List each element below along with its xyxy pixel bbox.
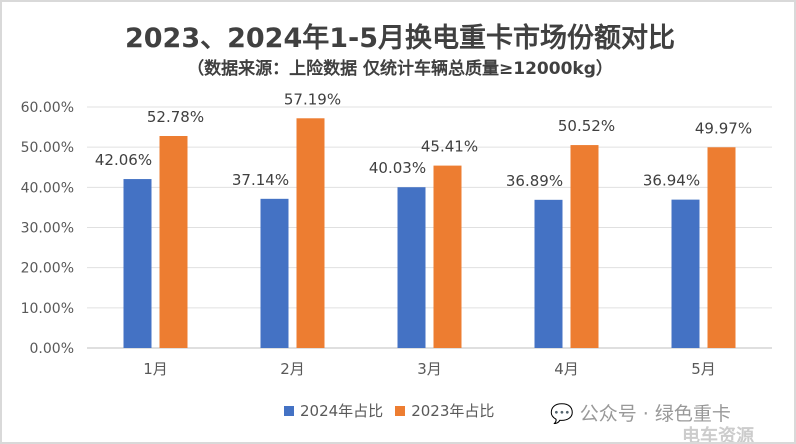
legend-swatch-2024 xyxy=(284,405,294,416)
y-tick-label: 30.00% xyxy=(21,221,74,237)
chart-subtitle: （数据来源：上险数据 仅统计车辆总质量≥12000kg） xyxy=(187,59,613,79)
bar-2023 xyxy=(433,165,462,348)
watermark-2: 电车资源 xyxy=(682,426,754,444)
x-tick-label: 4月 xyxy=(554,360,579,378)
data-label: 45.41% xyxy=(421,138,478,156)
bar-2023 xyxy=(159,136,188,348)
data-label: 42.06% xyxy=(95,151,152,169)
bar-2023 xyxy=(570,145,599,348)
data-label: 49.97% xyxy=(695,119,752,137)
legend-swatch-2023 xyxy=(395,405,406,416)
bar-2023 xyxy=(707,147,736,348)
bar-2023 xyxy=(296,118,325,348)
bar-2024 xyxy=(397,187,426,348)
y-tick-label: 40.00% xyxy=(21,180,74,196)
data-label: 36.94% xyxy=(643,172,700,190)
legend-label-2023: 2023年占比 xyxy=(411,402,495,420)
watermark-text: 公众号 · 绿色重卡 xyxy=(579,403,731,425)
data-label: 57.19% xyxy=(284,90,341,108)
y-tick-label: 10.00% xyxy=(21,301,74,317)
data-label: 50.52% xyxy=(558,117,615,135)
bar-2024 xyxy=(671,199,700,348)
x-tick-label: 2月 xyxy=(280,360,305,378)
bar-2024 xyxy=(260,198,289,348)
y-tick-label: 0.00% xyxy=(30,341,74,357)
legend: 2024年占比 2023年占比 xyxy=(284,400,494,421)
data-label: 40.03% xyxy=(369,159,426,177)
y-tick-label: 20.00% xyxy=(21,261,74,277)
x-tick-label: 3月 xyxy=(417,360,442,378)
wechat-icon: 💬 xyxy=(550,403,574,425)
bar-2024 xyxy=(123,179,152,348)
data-label: 52.78% xyxy=(147,108,204,126)
x-tick-label: 1月 xyxy=(143,360,168,378)
watermark: 💬 公众号 · 绿色重卡 xyxy=(550,399,731,426)
chart-title: 2023、2024年1-5月换电重卡市场份额对比 xyxy=(124,23,676,54)
y-tick-label: 60.00% xyxy=(21,100,74,116)
legend-label-2024: 2024年占比 xyxy=(300,402,384,420)
data-label: 36.89% xyxy=(506,172,563,190)
y-tick-label: 50.00% xyxy=(21,140,74,156)
x-tick-label: 5月 xyxy=(691,360,716,378)
bar-2024 xyxy=(534,199,563,348)
data-label: 37.14% xyxy=(232,171,289,189)
